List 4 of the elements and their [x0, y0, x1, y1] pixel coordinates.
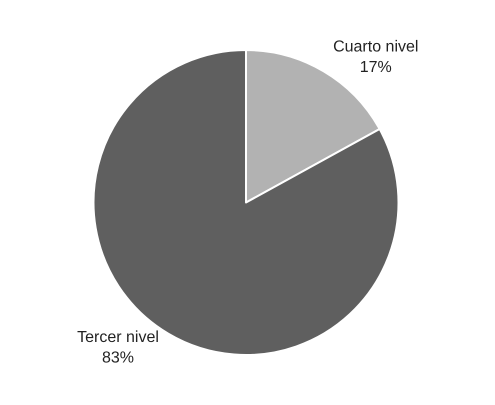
slice-label: Tercer nivel	[77, 328, 159, 346]
slice-label: Cuarto nivel	[333, 38, 418, 56]
data-label: 83%	[102, 350, 134, 367]
data-label: 17%	[360, 59, 392, 76]
